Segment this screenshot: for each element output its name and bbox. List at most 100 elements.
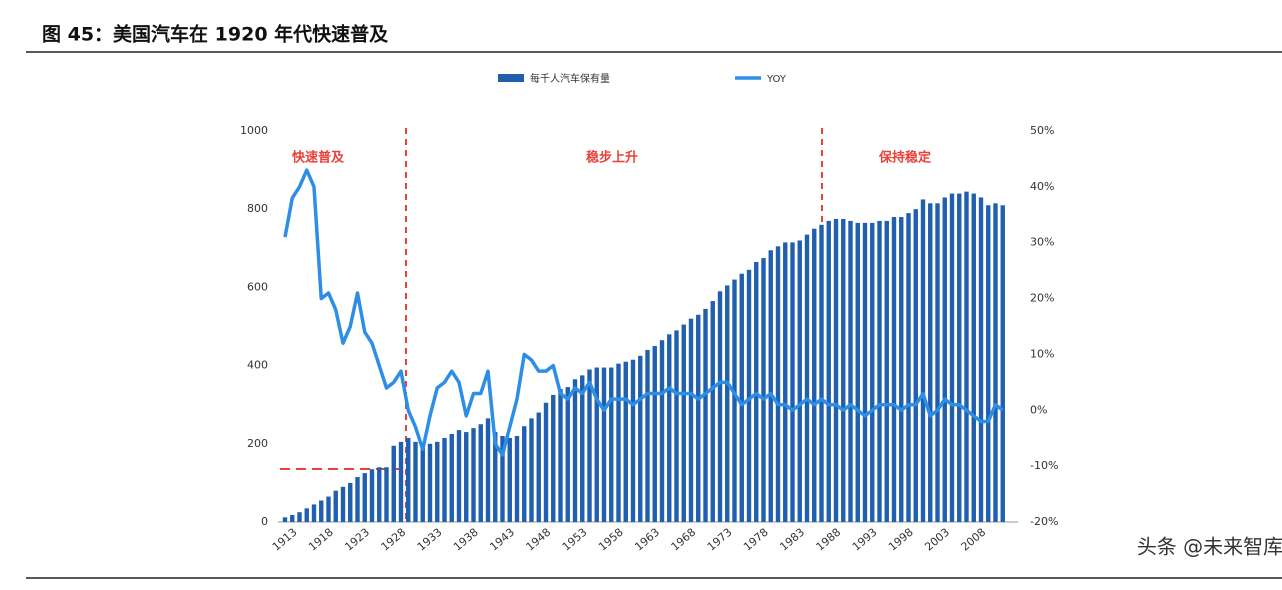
bar [1000,205,1005,523]
y2-tick-label: 30% [1030,236,1054,249]
y-tick-label: 800 [247,202,268,215]
bar [913,209,918,522]
annotation: 快速普及 [292,150,345,166]
bar [449,434,454,522]
bar [949,193,955,522]
annotation: 稳步上升 [586,150,638,166]
x-tick-label: 2003 [922,526,952,554]
bar [812,228,817,522]
y2-tick-label: 50% [1030,124,1054,137]
bar [899,217,904,522]
x-tick-label: 1983 [777,526,807,554]
bar [710,301,715,522]
bar [558,389,563,522]
y-tick-label: 600 [247,280,268,293]
bar [529,418,534,522]
bar [413,441,418,522]
bar [790,242,795,522]
bar [819,224,824,522]
bar [580,375,585,522]
bar [290,514,295,522]
bar [478,424,483,522]
bar [870,222,875,522]
bar [319,500,324,522]
bar [485,418,491,522]
bar [855,222,860,522]
bar [543,402,549,522]
bar [427,443,433,522]
bar [297,512,302,522]
y-tick-label: 400 [247,359,268,372]
bar [891,217,897,522]
x-tick-label: 1918 [306,526,336,554]
x-tick-label: 1978 [741,526,771,554]
x-tick-label: 1988 [814,526,844,554]
bar [601,367,607,522]
bar [384,467,389,522]
bar [775,246,781,522]
bar [688,318,694,522]
bar [841,218,846,522]
bar [797,240,802,523]
bar [848,220,853,522]
bar [739,273,744,522]
bar [986,205,991,523]
bar [964,191,969,523]
x-tick-label: 1943 [487,526,517,554]
x-tick-label: 1923 [342,526,372,554]
bar [340,486,346,522]
bar [652,346,657,522]
bar [746,269,752,522]
bar [442,437,447,522]
bar [833,218,839,522]
y2-tick-label: -20% [1030,515,1058,528]
chart-title: 图 45：美国汽车在 1920 年代快速普及 [42,23,389,46]
bar [862,222,868,522]
bar [674,330,679,522]
bar [464,432,469,522]
bar [572,379,578,522]
bar [333,490,338,522]
bar [761,258,766,522]
bar [456,430,462,522]
bar [304,508,309,522]
bar [638,355,643,522]
bar [630,359,636,522]
x-tick-label: 1933 [415,526,445,554]
x-tick-label: 1913 [270,526,300,554]
bar [551,394,556,522]
bar [355,477,360,522]
bar [993,203,998,522]
bar [500,435,505,522]
bar [935,203,940,522]
legend-swatch [498,74,524,82]
bar [435,441,440,522]
bar [971,193,976,522]
bar [942,197,947,522]
bar [369,469,375,522]
bar [804,234,810,523]
bar [920,199,926,523]
bar [667,334,672,522]
watermark: 头条 @未来智库 [1137,535,1282,559]
bar [645,349,650,522]
x-tick-label: 1993 [850,526,880,554]
bar [514,435,520,522]
bar [377,467,382,522]
bar [282,517,288,522]
bar [587,369,592,522]
bar [783,242,788,522]
bar [623,361,628,522]
bar [420,445,425,522]
x-tick-label: 1958 [596,526,626,554]
bar [471,428,476,522]
y-tick-label: 200 [247,437,268,450]
bar [877,220,882,522]
y-tick-label: 1000 [240,124,268,137]
x-tick-label: 1973 [705,526,735,554]
x-tick-label: 1928 [379,526,409,554]
x-tick-label: 1998 [886,526,916,554]
x-tick-label: 1963 [632,526,662,554]
